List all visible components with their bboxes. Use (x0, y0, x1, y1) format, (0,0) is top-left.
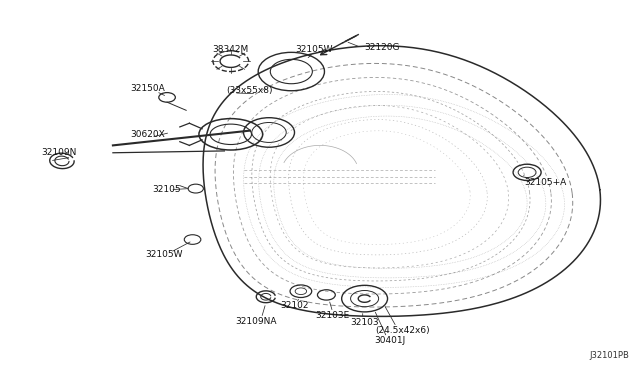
Text: 32105W: 32105W (295, 45, 332, 54)
Text: 32120G: 32120G (365, 43, 400, 52)
Text: 32109NA: 32109NA (236, 317, 277, 326)
Text: J32101PB: J32101PB (589, 350, 629, 360)
Text: 32103E: 32103E (316, 311, 350, 320)
Text: (33x55x8): (33x55x8) (227, 86, 273, 94)
Text: 32109N: 32109N (41, 148, 76, 157)
Text: 32103: 32103 (350, 318, 379, 327)
Text: 30620X: 30620X (131, 130, 165, 139)
Text: 32105: 32105 (153, 185, 181, 194)
Text: 32105+A: 32105+A (524, 178, 566, 187)
Text: 32150A: 32150A (131, 84, 165, 93)
Text: 32105W: 32105W (145, 250, 182, 259)
Text: 30401J: 30401J (374, 336, 406, 345)
Text: (24.5x42x6): (24.5x42x6) (376, 326, 430, 335)
Text: 38342M: 38342M (212, 45, 249, 54)
Text: 32102: 32102 (280, 301, 308, 311)
